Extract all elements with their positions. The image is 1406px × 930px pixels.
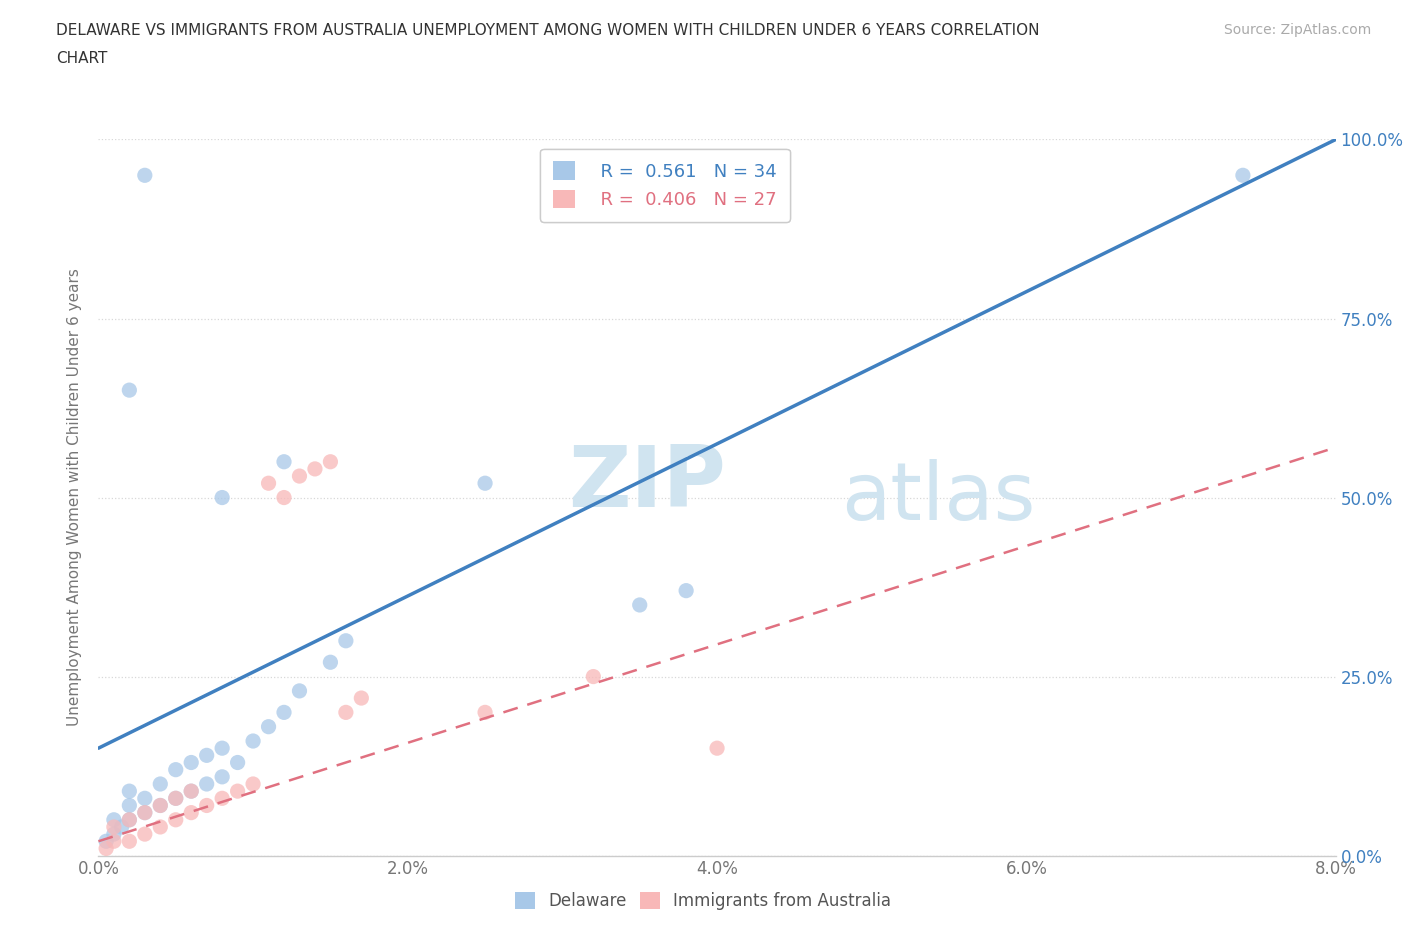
Point — [165, 763, 187, 777]
Point — [134, 805, 156, 820]
Point — [111, 819, 134, 834]
Point — [118, 383, 141, 398]
Point — [96, 841, 118, 856]
Text: DELAWARE VS IMMIGRANTS FROM AUSTRALIA UNEMPLOYMENT AMONG WOMEN WITH CHILDREN UND: DELAWARE VS IMMIGRANTS FROM AUSTRALIA UN… — [56, 23, 1040, 38]
Point — [118, 784, 141, 799]
Point — [706, 740, 728, 755]
Point — [103, 813, 125, 828]
Point — [288, 684, 311, 698]
Point — [474, 476, 496, 491]
Point — [103, 827, 125, 842]
Point — [165, 790, 187, 805]
Y-axis label: Unemployment Among Women with Children Under 6 years: Unemployment Among Women with Children U… — [67, 269, 83, 726]
Point — [350, 691, 373, 706]
Point — [675, 583, 697, 598]
Point — [335, 633, 357, 648]
Point — [195, 748, 218, 763]
Point — [103, 834, 125, 849]
Point — [118, 813, 141, 828]
Point — [149, 798, 172, 813]
Point — [288, 469, 311, 484]
Point — [211, 490, 233, 505]
Point — [118, 798, 141, 813]
Point — [149, 819, 172, 834]
Point — [319, 655, 342, 670]
Point — [118, 813, 141, 828]
Point — [226, 755, 249, 770]
Point — [103, 819, 125, 834]
Text: atlas: atlas — [841, 458, 1035, 537]
Point — [335, 705, 357, 720]
Point — [1232, 168, 1254, 183]
Point — [242, 734, 264, 749]
Text: Source: ZipAtlas.com: Source: ZipAtlas.com — [1223, 23, 1371, 37]
Point — [149, 777, 172, 791]
Point — [273, 490, 295, 505]
Point — [134, 805, 156, 820]
Point — [149, 798, 172, 813]
Point — [474, 705, 496, 720]
Point — [165, 813, 187, 828]
Point — [304, 461, 326, 476]
Point — [319, 454, 342, 469]
Point — [257, 719, 280, 734]
Point — [180, 784, 202, 799]
Point — [211, 790, 233, 805]
Legend:   R =  0.561   N = 34,   R =  0.406   N = 27: R = 0.561 N = 34, R = 0.406 N = 27 — [540, 149, 790, 221]
Point — [257, 476, 280, 491]
Point — [211, 769, 233, 784]
Point — [211, 740, 233, 755]
Point — [134, 790, 156, 805]
Point — [195, 798, 218, 813]
Point — [180, 784, 202, 799]
Point — [134, 168, 156, 183]
Point — [118, 834, 141, 849]
Point — [180, 805, 202, 820]
Point — [273, 705, 295, 720]
Point — [195, 777, 218, 791]
Point — [628, 598, 651, 613]
Point — [226, 784, 249, 799]
Point — [134, 827, 156, 842]
Text: ZIP: ZIP — [568, 442, 727, 525]
Point — [165, 790, 187, 805]
Point — [582, 670, 605, 684]
Point — [273, 454, 295, 469]
Point — [242, 777, 264, 791]
Point — [96, 834, 118, 849]
Text: CHART: CHART — [56, 51, 108, 66]
Point — [180, 755, 202, 770]
Legend: Delaware, Immigrants from Australia: Delaware, Immigrants from Australia — [508, 885, 898, 917]
